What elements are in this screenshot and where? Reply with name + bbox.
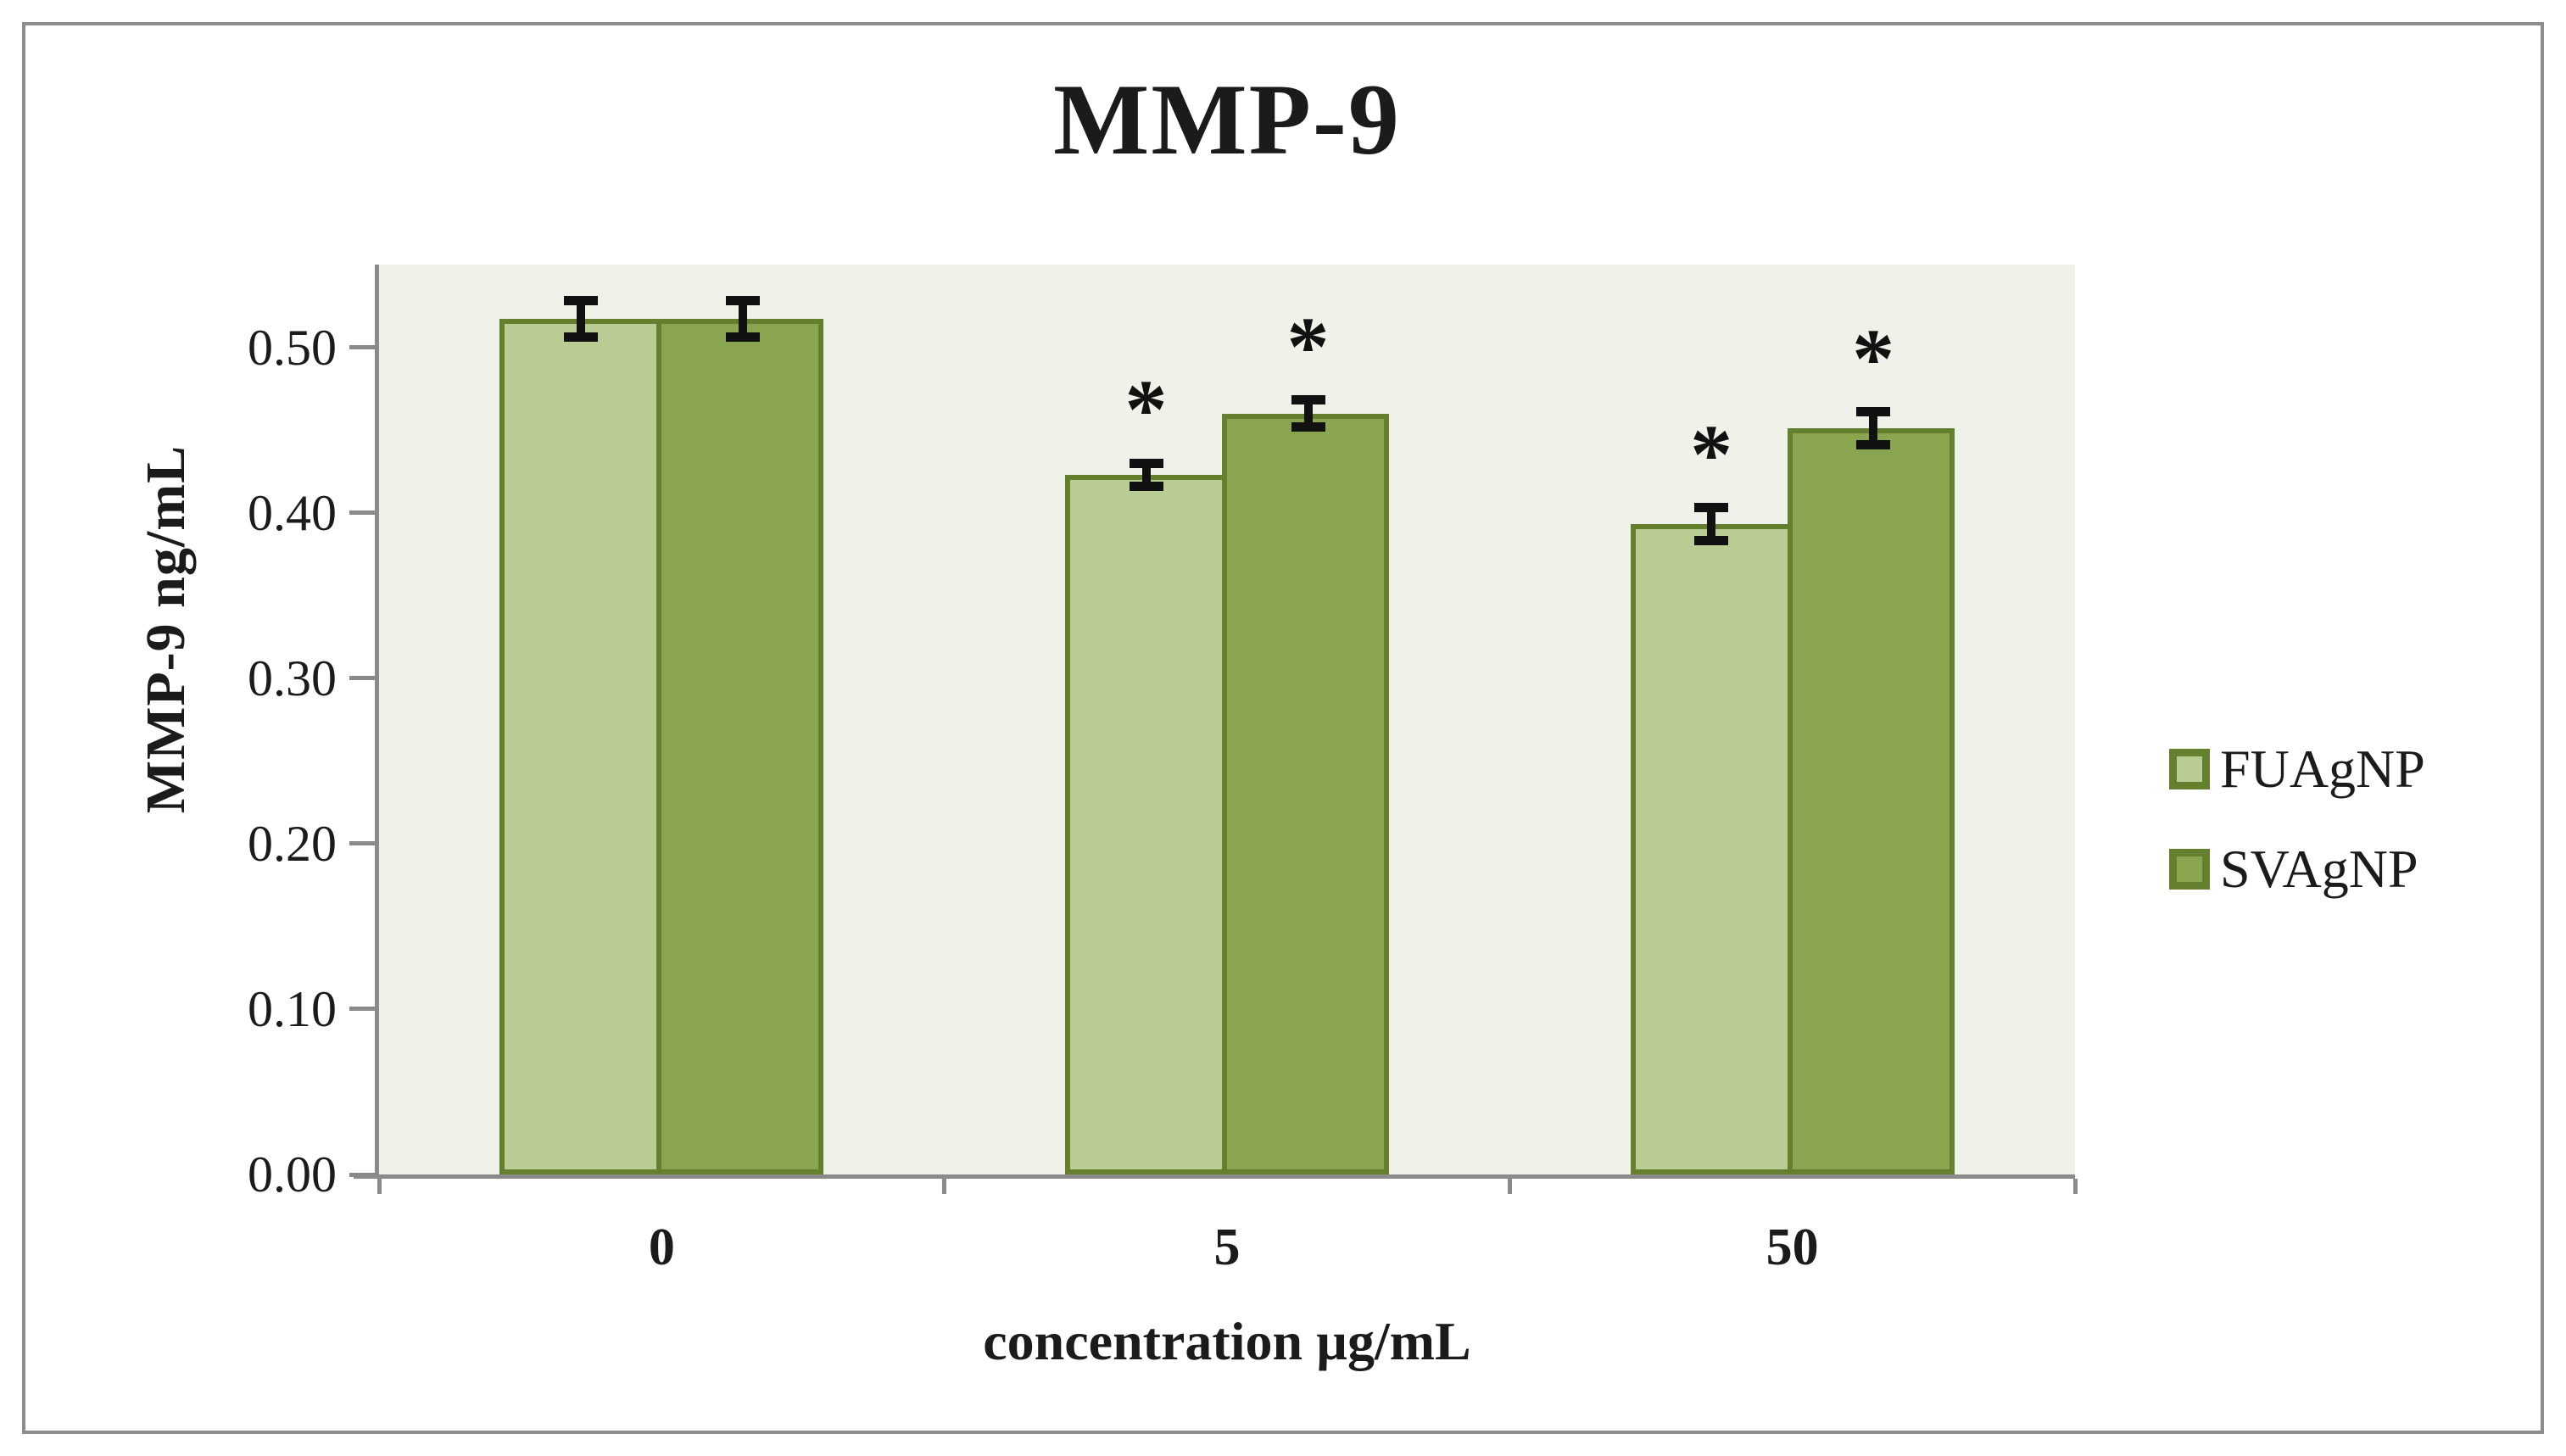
x-tick-label: 0 (648, 1219, 675, 1276)
error-bar-cap-bottom (1129, 481, 1163, 491)
significance-marker: * (1124, 362, 1168, 457)
error-bar-cap-bottom (1291, 421, 1325, 432)
error-bar-line (1141, 463, 1151, 487)
significance-marker: * (1286, 298, 1330, 393)
legend-item-FUAgNP: FUAgNP (2169, 739, 2425, 799)
y-tick-mark (349, 676, 375, 681)
x-tick-label: 5 (1213, 1219, 1241, 1276)
error-bar-line (1869, 411, 1878, 445)
legend-label: FUAgNP (2220, 739, 2425, 799)
significance-marker: * (1852, 310, 1895, 405)
x-tick-mark (942, 1179, 947, 1194)
legend-swatch-icon (2169, 849, 2210, 890)
error-bar-cap-top (563, 296, 598, 306)
bar-SVAgNP-5 (1222, 413, 1389, 1174)
error-bar-cap-bottom (563, 332, 598, 343)
error-bar-line (576, 300, 585, 338)
x-tick-label: 50 (1766, 1219, 1819, 1276)
error-bar-line (1707, 507, 1716, 541)
error-bar-cap-top (1694, 503, 1729, 513)
error-bar-cap-bottom (1856, 440, 1891, 450)
error-bar-cap-bottom (725, 332, 760, 343)
legend-label: SVAgNP (2220, 839, 2418, 899)
y-tick-label: 0.10 (248, 980, 337, 1037)
bar-FUAgNP-0 (499, 319, 662, 1174)
bar-FUAgNP-50 (1630, 524, 1793, 1174)
significance-marker: * (1690, 406, 1733, 501)
y-tick-mark (349, 510, 375, 516)
y-tick-mark (349, 1172, 375, 1177)
x-tick-mark (2072, 1179, 2078, 1194)
error-bar-cap-top (1291, 395, 1325, 405)
y-tick-mark (349, 1007, 375, 1012)
bar-SVAgNP-0 (656, 319, 824, 1174)
x-tick-mark (377, 1179, 382, 1194)
error-bar-cap-top (1129, 458, 1163, 468)
y-tick-mark (349, 345, 375, 350)
error-bar-cap-bottom (1694, 536, 1729, 546)
error-bar-cap-top (725, 296, 760, 306)
legend-item-SVAgNP: SVAgNP (2169, 839, 2425, 899)
y-tick-label: 0.40 (248, 484, 337, 541)
error-bar-line (738, 300, 747, 338)
bar-SVAgNP-50 (1787, 428, 1955, 1174)
y-tick-label: 0.00 (248, 1146, 337, 1202)
bar-FUAgNP-5 (1065, 474, 1227, 1174)
y-tick-label: 0.50 (248, 319, 337, 376)
y-axis-line (375, 265, 379, 1174)
error-bar-cap-top (1856, 407, 1891, 417)
y-tick-label: 0.20 (248, 815, 337, 872)
legend-swatch-icon (2169, 749, 2210, 789)
legend: FUAgNP SVAgNP (2169, 739, 2425, 944)
y-tick-mark (349, 841, 375, 846)
x-axis-line (354, 1174, 2075, 1179)
y-tick-label: 0.30 (248, 650, 337, 706)
x-axis-title: concentration µg/mL (983, 1311, 1471, 1371)
chart-title: MMP-9 (1053, 63, 1401, 176)
x-tick-mark (1507, 1179, 1512, 1194)
error-bar-line (1303, 399, 1313, 427)
